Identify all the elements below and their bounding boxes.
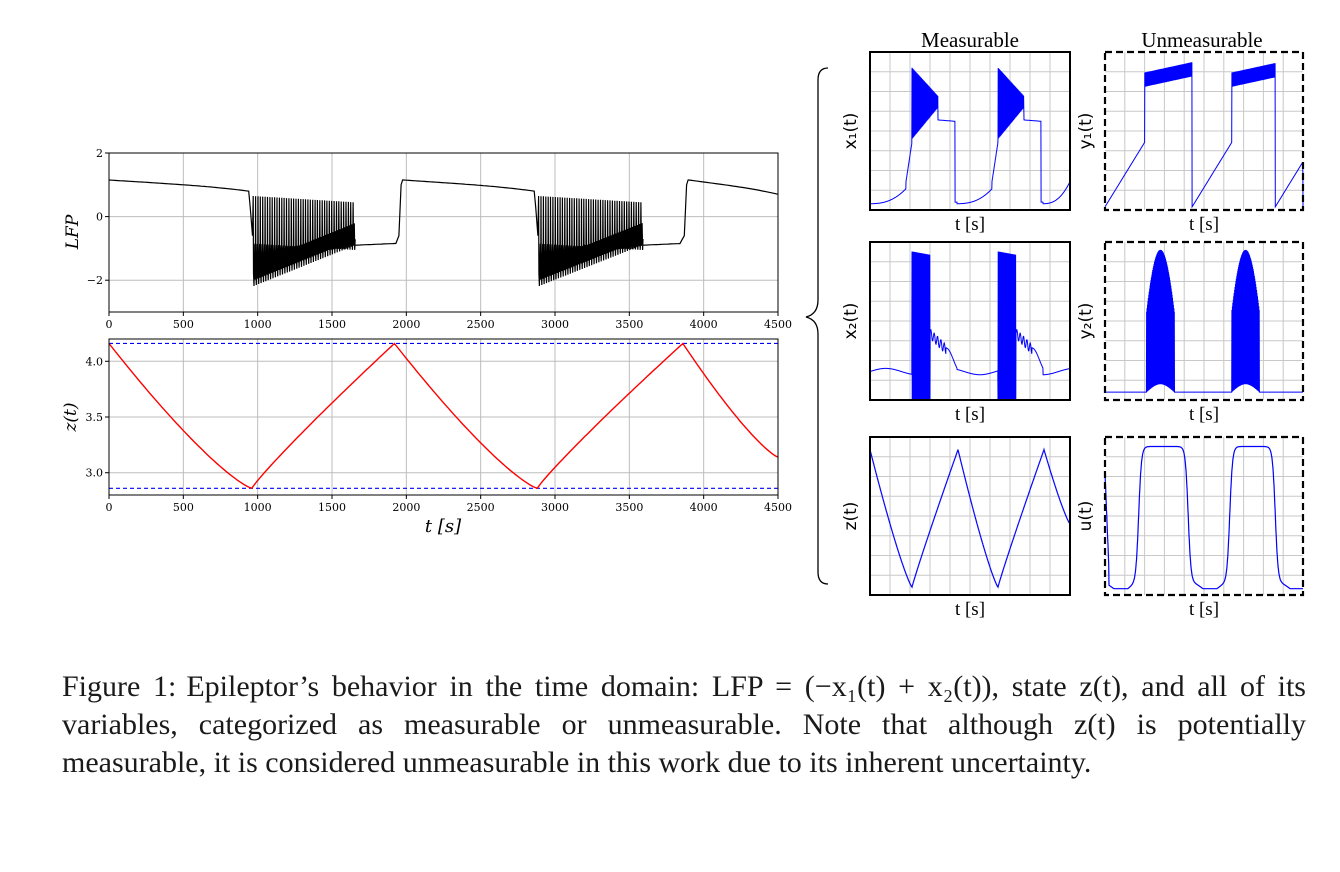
panel-u-frame — [1103, 435, 1305, 597]
panel-x1-ylabel: x₁(t) — [841, 113, 861, 150]
panel-y2-xlabel: t [s] — [1189, 404, 1219, 425]
panel-y2: y₂(t) t [s] — [1076, 240, 1305, 425]
unmeasurable-title: Unmeasurable — [1141, 28, 1262, 52]
z-x-tick-label: 2500 — [467, 501, 495, 514]
z-y-tick-label: 3.0 — [86, 467, 104, 480]
panel-y2-frame — [1103, 240, 1305, 402]
lfp-series-line — [108, 179, 779, 287]
z-tick-labels: 0 500 1000 1500 2000 2500 3000 3500 4000 4500 3.0 3… — [86, 355, 793, 514]
z-x-tick-label: 1500 — [318, 501, 346, 514]
lfp-x-tick-label: 4000 — [690, 318, 718, 331]
lfp-tick-labels: 0 500 1000 1500 2000 2500 3000 3500 4000 4500 −2 0 2 — [87, 147, 792, 331]
z-y-tick-label: 4.0 — [86, 355, 104, 368]
panel-y2-line — [1105, 249, 1303, 393]
z-x-tick-label: 0 — [106, 501, 113, 514]
panel-x2-ylabel: x₂(t) — [841, 303, 861, 340]
panel-x1-line — [870, 67, 1071, 205]
panel-x2-grid — [870, 242, 1070, 400]
z-xlabel: t [s] — [425, 516, 462, 537]
z-x-tick-label: 3500 — [615, 501, 643, 514]
panel-y1-grid — [1105, 52, 1303, 210]
panel-u-ylabel: u(t) — [1076, 501, 1096, 532]
panel-y1-xlabel: t [s] — [1189, 214, 1219, 235]
lfp-ylabel: LFP — [63, 214, 83, 250]
panel-y1-ylabel: y₁(t) — [1076, 113, 1096, 150]
panel-x1-xlabel: t [s] — [955, 214, 985, 235]
panel-u: u(t) t [s] — [1076, 435, 1305, 620]
lfp-x-tick-label: 500 — [173, 318, 194, 331]
z-x-tick-label: 3000 — [541, 501, 569, 514]
figure-caption: Figure 1: Epileptor’s behavior in the tim… — [62, 668, 1306, 782]
lfp-x-tick-label: 2500 — [467, 318, 495, 331]
z-x-tick-label: 4000 — [690, 501, 718, 514]
lfp-x-tick-label: 3000 — [541, 318, 569, 331]
lfp-x-tick-label: 0 — [106, 318, 113, 331]
panel-u-grid — [1105, 437, 1303, 595]
panel-y1: y₁(t) t [s] — [1076, 50, 1305, 235]
z-ylabel: z(t) — [61, 402, 81, 432]
panel-y2-grid — [1105, 242, 1303, 400]
lfp-x-tick-label: 1500 — [318, 318, 346, 331]
lfp-grid — [108, 152, 779, 312]
lfp-x-tick-label: 3500 — [615, 318, 643, 331]
lfp-plot: 0 500 1000 1500 2000 2500 3000 3500 4000 4500 −2 0 2… — [63, 147, 792, 331]
panel-z-frame — [869, 436, 1071, 596]
panel-x2: x₂(t) t [s] — [841, 241, 1071, 425]
curly-brace — [805, 67, 829, 585]
panel-z: z(t) t [s] — [841, 436, 1071, 620]
panel-x1: x₁(t) t [s] — [841, 51, 1071, 235]
z-x-tick-label: 2000 — [392, 501, 420, 514]
lfp-x-tick-label: 2000 — [392, 318, 420, 331]
panel-z-ylabel: z(t) — [841, 502, 861, 531]
panel-u-xlabel: t [s] — [1189, 599, 1219, 620]
panel-x1-frame — [869, 51, 1071, 211]
lfp-y-tick-label: 2 — [96, 147, 103, 160]
z-series-line — [108, 342, 779, 490]
lfp-x-tick-label: 1000 — [244, 318, 272, 331]
figure-canvas: 0 500 1000 1500 2000 2500 3000 3500 4000 4500−202… — [61, 28, 1305, 620]
panel-u-line — [1104, 445, 1303, 590]
panel-z-xlabel: t [s] — [955, 599, 985, 620]
panel-y1-line — [1104, 62, 1304, 209]
panel-y2-ylabel: y₂(t) — [1076, 303, 1096, 340]
panel-z-line — [869, 447, 1071, 589]
caption-text: Epileptor’s behavior in the time domain:… — [62, 670, 1306, 779]
lfp-axes-frame — [108, 152, 779, 313]
lfp-x-tick-label: 4500 — [764, 318, 792, 331]
lfp-y-tick-label: 0 — [96, 211, 103, 224]
measurable-title: Measurable — [921, 28, 1019, 52]
z-grid — [108, 339, 779, 495]
caption-label: Figure 1: — [62, 670, 177, 703]
panel-x2-xlabel: t [s] — [955, 404, 985, 425]
z-x-tick-label: 500 — [173, 501, 194, 514]
z-x-tick-label: 4500 — [764, 501, 792, 514]
lfp-y-tick-label: −2 — [87, 274, 103, 287]
panel-x2-line — [869, 251, 1070, 401]
panel-x2-frame — [869, 241, 1071, 401]
panel-y1-frame — [1103, 50, 1305, 212]
z-x-tick-label: 1000 — [244, 501, 272, 514]
z-y-tick-label: 3.5 — [86, 411, 104, 424]
z-plot: 0 500 1000 1500 2000 2500 3000 3500 4000 4500 3.0 3… — [61, 338, 793, 537]
panel-x1-grid — [870, 52, 1070, 210]
